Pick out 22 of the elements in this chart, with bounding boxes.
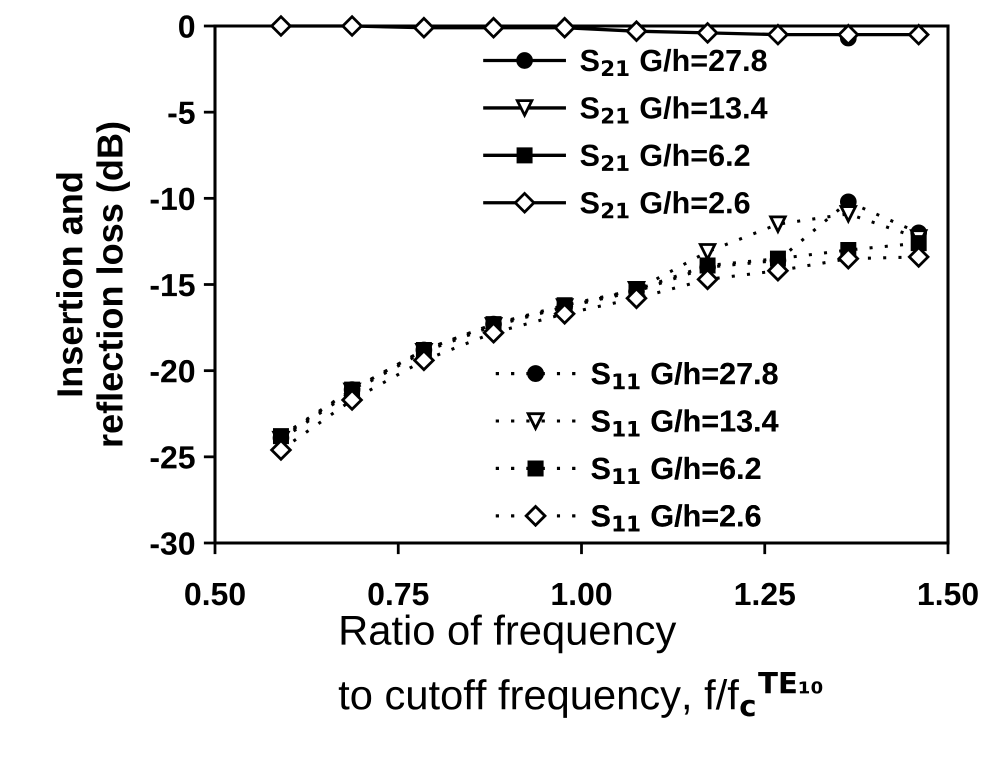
x-tick-label: 0.50 (185, 582, 245, 606)
legend-label: S$_{21}$ G/h=6.2 (580, 144, 750, 171)
legend-label: S$_{21}$ G/h=13.4 (580, 96, 768, 124)
y-tick-label: -30 (150, 532, 194, 555)
x-tick-label: 1.25 (736, 582, 795, 606)
y-tick-label: -25 (150, 446, 195, 469)
x-tick-label: 1.50 (918, 582, 978, 606)
legend-label: S$_{21}$ G/h=2.6 (580, 191, 750, 218)
legend-label: S$_{11}$ G/h=2.6 (591, 504, 760, 532)
y-tick-label: -10 (150, 188, 194, 210)
legend-label: S$_{11}$ G/h=13.4 (591, 409, 778, 437)
y-axis-title: Insertion and reflection loss (dB) (56, 122, 130, 446)
y-tick-label: -15 (150, 274, 195, 296)
legend-label: S$_{11}$ G/h=27.8 (591, 362, 778, 390)
y-tick-label: -5 (168, 102, 195, 124)
legend-label: S$_{21}$ G/h=27.8 (580, 48, 767, 76)
y-tick-label: -20 (150, 360, 194, 383)
y-tick-label: 0 (179, 15, 194, 38)
x-axis-title: Ratio of frequency to cutoff frequency, f/f$_{c}$$^{TE₁₀}$ (338, 614, 822, 718)
legend-label: S$_{11}$ G/h=6.2 (591, 456, 760, 484)
x-tick-label: 1.00 (552, 582, 612, 606)
x-tick-label: 0.75 (368, 582, 428, 606)
